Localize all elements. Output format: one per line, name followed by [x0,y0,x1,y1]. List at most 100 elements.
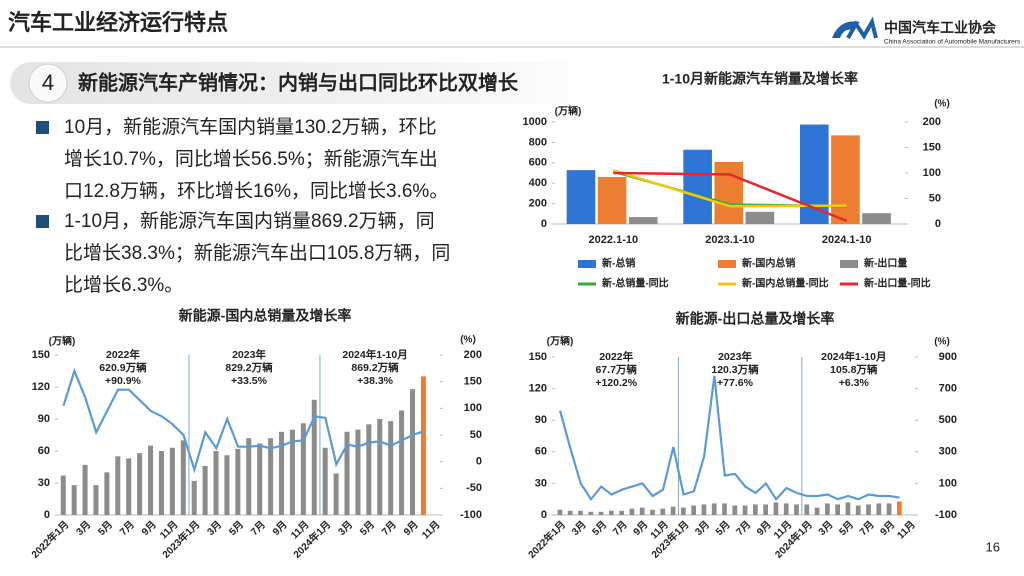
annotation: 67.7万辆 [595,363,637,376]
annotation: +77.6% [717,377,754,389]
y2-tick-label: 0 [935,218,941,230]
bar [732,505,738,515]
annotation: 2023年 [718,350,752,363]
bar [104,472,110,515]
x-tick-label: 2024.1-10 [822,234,872,246]
section-badge [28,63,68,103]
annotation: +90.9% [105,375,142,387]
bar [609,510,614,515]
bar [814,507,820,515]
y-tick-label: 400 [529,177,547,189]
y-tick-label: 800 [529,136,547,148]
chart-title: 新能源-国内总销量及增长率 [179,308,352,324]
bar [639,507,645,515]
y-tick-label: 0 [541,218,547,230]
bar [322,447,328,515]
bar [855,505,861,515]
y2-tick-label: 50 [470,429,482,441]
bar [629,508,635,515]
annotation: 829.2万辆 [225,361,273,374]
bar [409,389,416,515]
bullet-text: 10月，新能源汽车国内销量130.2万辆，环比 [64,116,437,138]
line [559,375,900,502]
bar [399,410,405,515]
bar [257,443,263,515]
bullet-text: 比增长6.3%。 [64,274,183,296]
y2-tick-label: -100 [935,509,957,521]
section-number: 4 [42,70,54,95]
bar [835,504,841,515]
bar [691,505,697,515]
bar [344,431,350,515]
annotation: 2023年 [232,348,266,361]
bar [783,503,789,515]
bar [773,502,779,515]
y2-tick-label: 150 [464,376,482,388]
legend-label: 新-出口量-同比 [864,277,931,290]
legend-label: 新-出口量 [864,257,907,270]
bar [753,504,758,515]
bar [60,475,66,515]
y-tick-label: 1000 [523,116,547,128]
bar [420,376,426,515]
y2-tick-label: 200 [464,349,482,361]
y2-tick-label: 100 [939,477,957,489]
y2-tick-label: -100 [460,509,482,521]
legend-label: 新-国内总销量-同比 [742,277,829,290]
bar [158,451,164,515]
bar [701,504,707,515]
annotation: 120.3万辆 [711,363,759,376]
y2-unit: (%) [934,337,950,348]
annotation: 620.9万辆 [99,361,147,374]
annotation: +6.3% [839,377,870,389]
y-tick-label: 200 [529,198,547,210]
bar [598,511,604,515]
bar [745,211,775,224]
bar [333,473,339,515]
header-title: 汽车工业经济运行特点 [8,10,228,35]
chart-title: 新能源-出口总量及增长率 [676,311,835,327]
bar [763,504,769,515]
y-tick-label: 150 [529,351,547,363]
bullets: 10月，新能源汽车国内销量130.2万辆，环比增长10.7%，同比增长56.5%… [36,116,450,296]
y-unit: (万辆) [547,335,574,348]
bar [289,429,295,515]
bar [93,485,99,515]
bar [876,503,882,515]
y-tick-label: 90 [535,414,547,426]
bar [588,511,594,515]
y-tick-label: 120 [32,381,50,393]
y-tick-label: 90 [38,413,50,425]
bullet-text: 比增长38.3%；新能源汽车出口105.8万辆，同 [64,242,450,264]
bar [268,438,274,515]
y-tick-label: 150 [32,349,50,361]
bar [866,504,871,515]
y2-tick-label: 100 [464,402,482,414]
y-tick-label: 60 [38,445,50,457]
bar [683,149,712,224]
bar [897,501,902,515]
bar [831,135,860,224]
chart: 新能源-国内总销量及增长率 (万辆) (%) 0 30 60 90 120 150 -100 -50… [28,308,482,561]
bar [711,503,717,515]
annotation: 2024年1-10月 [342,348,407,361]
bar [71,485,77,515]
y2-tick-label: 150 [923,141,941,153]
legend-label: 新-国内总销 [742,257,795,270]
annotation: 869.2万辆 [351,361,399,374]
line [613,171,848,223]
y-tick-label: 120 [529,383,547,395]
bar [557,509,563,515]
y-unit: (万辆) [555,105,582,118]
bullet-text: 口12.8万辆，环比增长16%，同比增长3.6%。 [64,180,448,202]
bar [300,423,306,515]
bar [355,429,361,515]
bar [388,421,394,515]
y2-unit: (%) [934,99,950,110]
bar [650,509,655,515]
bar [845,502,851,515]
page-number: 16 [986,539,1000,554]
legend-swatch [840,260,858,268]
annotation: 2022年 [599,350,633,363]
y2-tick-label: 300 [939,446,957,458]
